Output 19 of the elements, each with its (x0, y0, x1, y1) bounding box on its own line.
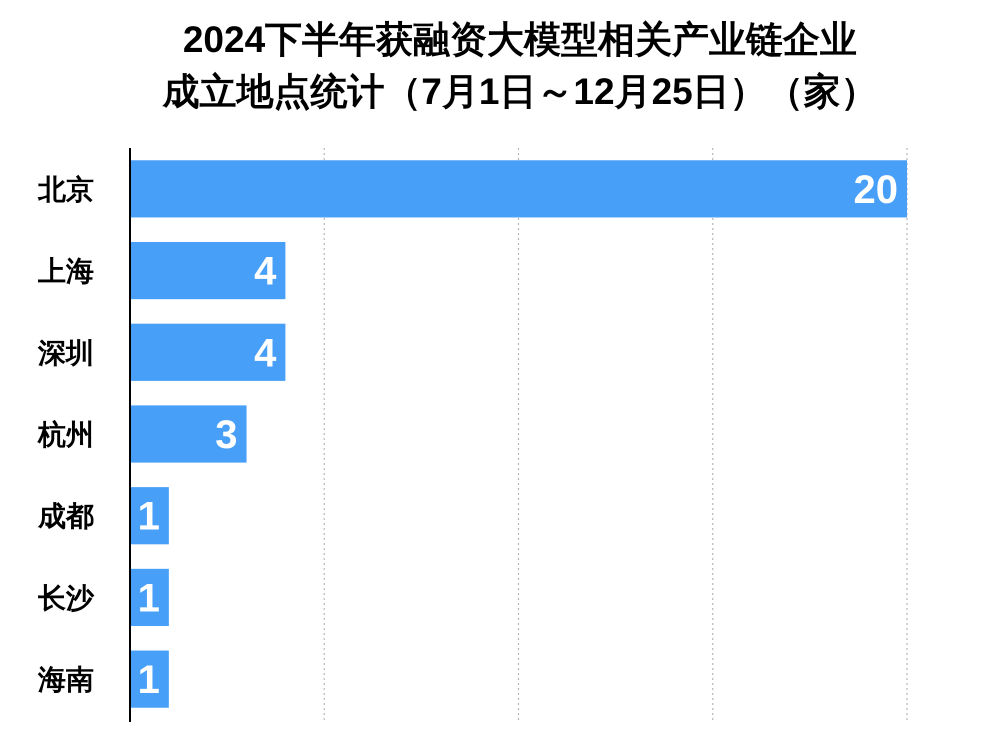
data-label: 20 (854, 168, 898, 212)
y-tick-label: 海南 (37, 664, 94, 696)
data-label: 1 (138, 658, 160, 702)
bar (130, 324, 286, 381)
data-label: 4 (254, 331, 278, 376)
data-label: 3 (215, 413, 238, 457)
chart-title: 2024下半年获融资大模型相关产业链企业成立地点统计（7月1日～12月25日）（家） (161, 19, 878, 112)
y-tick-label: 深圳 (37, 337, 94, 368)
y-tick-label: 成都 (37, 500, 94, 532)
data-label: 1 (138, 576, 160, 620)
bar (130, 405, 247, 463)
bar (130, 160, 907, 218)
y-tick-label: 长沙 (37, 582, 95, 614)
y-tick-label: 北京 (37, 174, 94, 205)
data-label: 4 (254, 250, 278, 294)
data-label: 1 (138, 494, 160, 539)
y-tick-label: 杭州 (37, 419, 94, 450)
bar (130, 242, 286, 300)
y-tick-label: 上海 (37, 256, 94, 287)
